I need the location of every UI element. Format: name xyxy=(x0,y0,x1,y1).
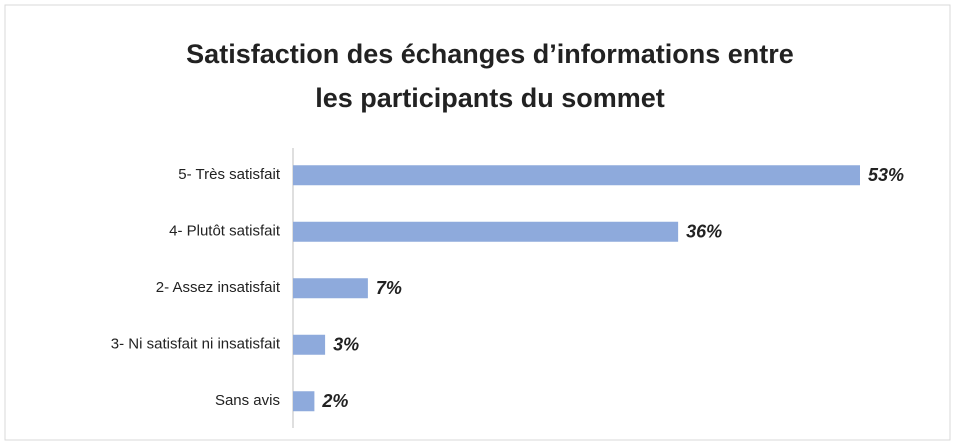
value-label: 53% xyxy=(868,165,904,185)
value-label: 2% xyxy=(321,391,348,411)
category-label: 5- Très satisfait xyxy=(178,166,281,183)
bar xyxy=(293,391,315,412)
chart-title: Satisfaction des échanges d’informations… xyxy=(186,39,794,69)
category-label: Sans avis xyxy=(215,392,280,409)
bar xyxy=(293,278,368,299)
bar xyxy=(293,334,326,355)
category-label: 3- Ni satisfait ni insatisfait xyxy=(111,336,281,353)
value-label: 36% xyxy=(686,222,722,242)
bar xyxy=(293,165,860,186)
category-label: 4- Plutôt satisfait xyxy=(169,223,281,240)
value-label: 7% xyxy=(376,278,402,298)
category-label: 2- Assez insatisfait xyxy=(156,279,281,296)
chart-title: les participants du sommet xyxy=(315,83,665,113)
value-label: 3% xyxy=(333,335,359,355)
bar xyxy=(293,221,679,242)
